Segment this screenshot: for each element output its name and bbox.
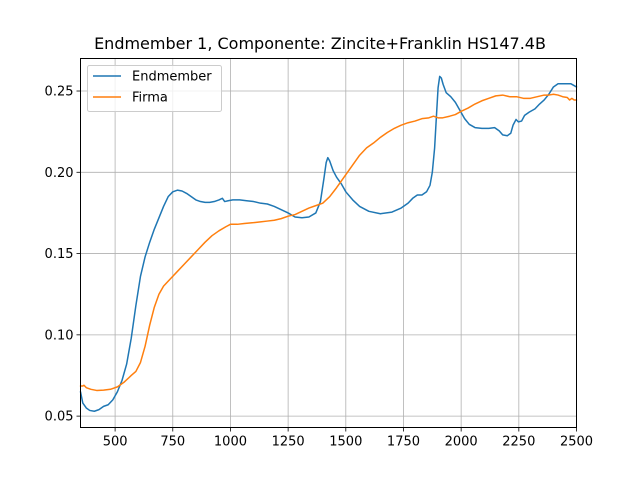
y-tick-label: 0.10 (45, 328, 74, 343)
plot-frame (80, 58, 577, 428)
series-line-endmember (79, 75, 578, 412)
x-tick-label: 500 (103, 435, 128, 450)
y-axis-ticks: 0.05 0.10 0.15 0.20 0.25 (45, 85, 81, 425)
x-tick-label: 750 (160, 435, 185, 450)
y-tick-label: 0.25 (45, 85, 74, 100)
x-tick-label: 2000 (445, 435, 478, 450)
y-tick-label: 0.05 (45, 410, 74, 425)
x-tick-label: 2500 (560, 435, 593, 450)
y-tick-label: 0.15 (45, 247, 74, 262)
series-lines (79, 75, 578, 412)
legend-box (87, 65, 222, 112)
chart-title: Endmember 1, Componente: Zincite+Frankli… (94, 34, 546, 53)
legend-label-endmember: Endmember (132, 70, 212, 85)
x-tick-label: 2250 (502, 435, 535, 450)
legend-label-firma: Firma (132, 91, 168, 106)
x-tick-label: 1500 (329, 435, 362, 450)
x-tick-label: 1750 (387, 435, 420, 450)
x-tick-label: 1000 (214, 435, 247, 450)
y-tick-label: 0.20 (45, 166, 74, 181)
x-tick-label: 1250 (272, 435, 305, 450)
legend: Endmember Firma (87, 65, 222, 112)
x-axis-ticks: 500 750 1000 1250 1500 1750 2000 2250 2500 (103, 427, 593, 450)
series-line-firma (79, 93, 578, 392)
